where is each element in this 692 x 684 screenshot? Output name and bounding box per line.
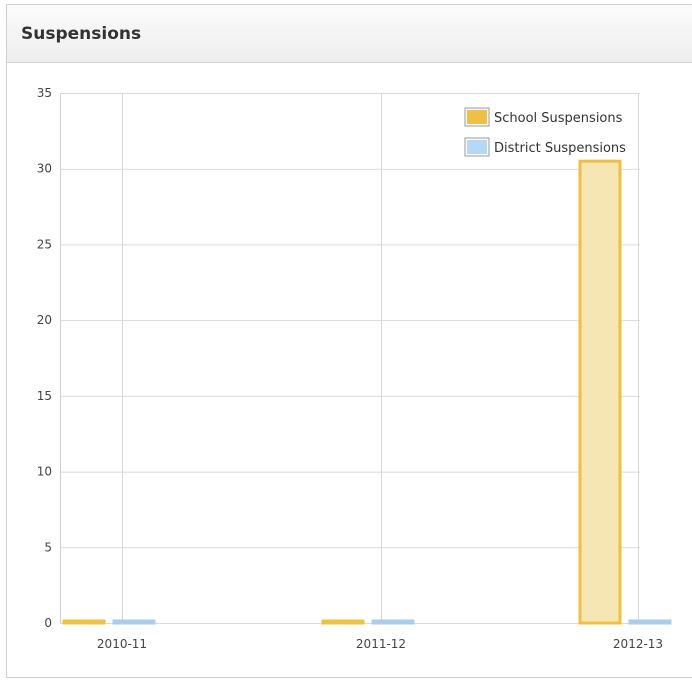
chart-axes: 0 5 10 15 20 25 30 35 2010-11 2011-12 2012-13	[37, 86, 663, 651]
bar-district-suspensions[interactable]	[628, 619, 672, 625]
legend-item-school-suspensions[interactable]: School Suspensions	[464, 107, 623, 127]
bar-school-suspensions[interactable]	[62, 619, 106, 625]
chart-grid	[60, 93, 640, 624]
x-tick-label: 2012-13	[613, 637, 663, 651]
bar-district-suspensions[interactable]	[371, 619, 415, 625]
legend-item-district-suspensions[interactable]: District Suspensions	[464, 137, 626, 157]
panel-title: Suspensions	[21, 23, 142, 44]
y-tick-label: 30	[37, 162, 52, 176]
y-tick-label: 5	[44, 540, 52, 554]
bar-district-suspensions[interactable]	[112, 619, 156, 625]
y-tick-label: 15	[37, 389, 52, 403]
suspensions-panel: Suspensions	[6, 4, 692, 678]
legend-label: School Suspensions	[494, 111, 623, 126]
bar-school-suspensions[interactable]	[578, 159, 622, 625]
legend-swatch	[467, 110, 487, 124]
chart-legend[interactable]: School Suspensions District Suspensions	[464, 107, 626, 157]
legend-label: District Suspensions	[494, 141, 626, 156]
y-tick-label: 0	[44, 616, 52, 630]
chart-bars	[62, 159, 672, 625]
x-tick-label: 2010-11	[97, 637, 147, 651]
y-tick-label: 35	[37, 86, 52, 100]
y-tick-label: 25	[37, 237, 52, 251]
y-tick-label: 10	[37, 465, 52, 479]
y-tick-label: 20	[37, 313, 52, 327]
bar-school-suspensions[interactable]	[321, 619, 365, 625]
legend-swatch	[467, 140, 487, 154]
panel-header: Suspensions	[7, 5, 692, 63]
x-tick-label: 2011-12	[356, 637, 406, 651]
